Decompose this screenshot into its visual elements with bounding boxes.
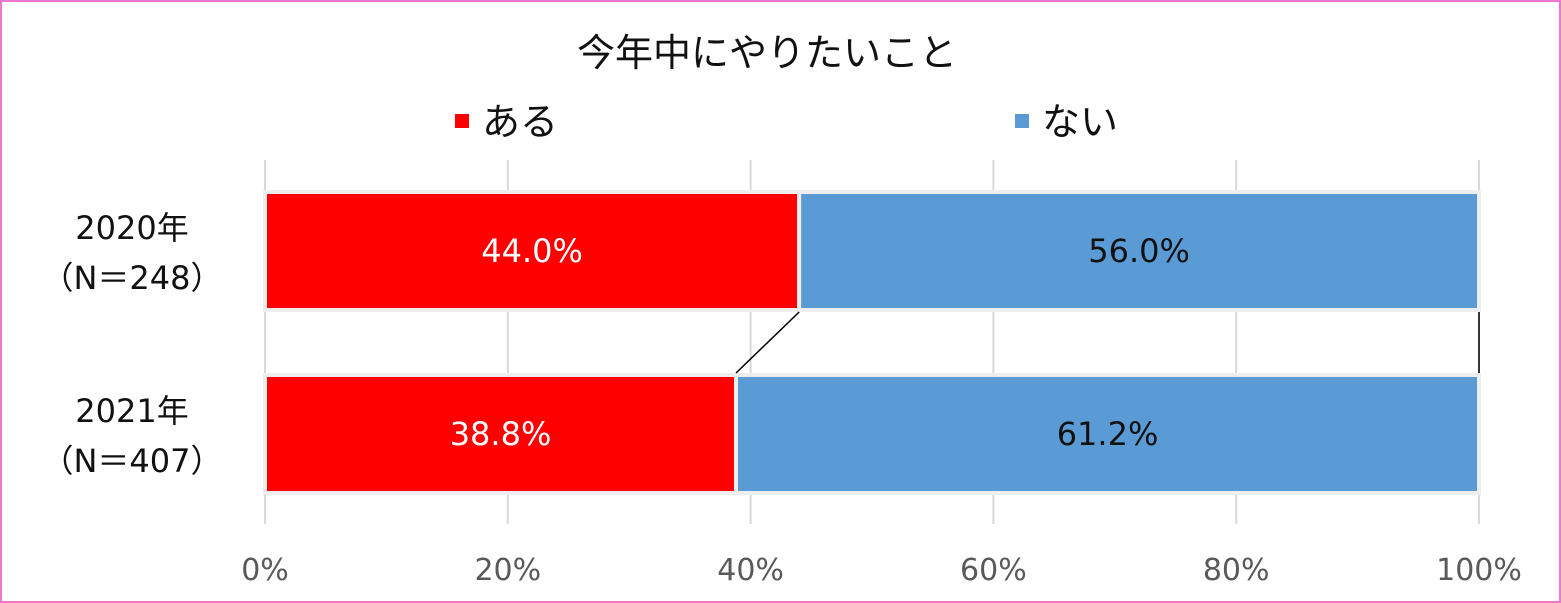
bar-segment xyxy=(263,190,802,312)
x-tick-label: 20% xyxy=(474,553,541,588)
category-year-label: 2020年 xyxy=(75,209,188,247)
legend-swatch-aru xyxy=(455,114,469,128)
x-axis-tick-labels: 0% 20% 40% 60% 80% 100% xyxy=(241,553,1522,588)
series-line xyxy=(735,311,800,374)
series-lines xyxy=(735,311,1480,374)
x-tick-label: 60% xyxy=(960,553,1027,588)
legend-label-nai: ない xyxy=(1042,100,1118,144)
x-tick-label: 40% xyxy=(717,553,784,588)
category-year-label: 2021年 xyxy=(75,392,188,430)
x-tick-label: 0% xyxy=(241,553,289,588)
category-labels: 2020年 （N＝248） 2021年 （N＝407） xyxy=(41,209,222,480)
bars xyxy=(263,190,1481,495)
legend-label-aru: ある xyxy=(482,100,558,144)
bar-segment xyxy=(797,190,1481,312)
data-labels: 44.0% 56.0% 38.8% 61.2% xyxy=(450,232,1190,453)
bar-segment xyxy=(734,373,1481,495)
data-label: 44.0% xyxy=(481,232,583,270)
category-n-label: （N＝407） xyxy=(41,442,222,480)
x-tick-label: 100% xyxy=(1436,553,1522,588)
legend: ある ない xyxy=(455,100,1118,144)
category-n-label: （N＝248） xyxy=(41,259,222,297)
chart-title: 今年中にやりたいこと xyxy=(577,31,957,75)
legend-item-aru: ある xyxy=(455,100,558,144)
legend-item-nai: ない xyxy=(1015,100,1118,144)
data-label: 38.8% xyxy=(450,415,552,453)
legend-swatch-nai xyxy=(1015,114,1029,128)
x-tick-label: 80% xyxy=(1203,553,1270,588)
data-label: 61.2% xyxy=(1057,415,1159,453)
data-label: 56.0% xyxy=(1088,232,1190,270)
